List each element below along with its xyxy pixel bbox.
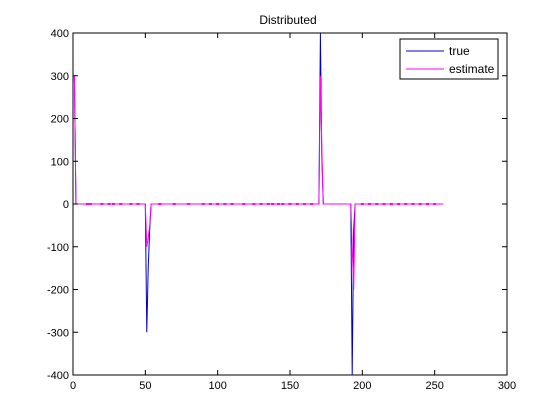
legend-box xyxy=(399,38,499,80)
x-tick-label: 300 xyxy=(498,380,516,392)
x-tick-label: 250 xyxy=(425,380,443,392)
axes: 0 50 100 150 200 250 300 -400 -300 -200 -100 0 100 20… xyxy=(47,28,516,392)
x-tick-label: 50 xyxy=(139,380,151,392)
y-tick-label: 300 xyxy=(51,71,69,83)
y-tick-label: 400 xyxy=(51,28,69,40)
y-tick-label: 200 xyxy=(51,114,69,126)
legend-label-true: true xyxy=(449,44,470,58)
x-tick-label: 200 xyxy=(353,380,371,392)
y-tick-label: -300 xyxy=(47,327,69,339)
y-tick-label: -100 xyxy=(47,242,69,254)
legend-label-estimate: estimate xyxy=(449,62,495,76)
y-tick-label: 0 xyxy=(63,199,69,211)
chart-title: Distributed xyxy=(259,13,316,27)
y-tick-label: 100 xyxy=(51,156,69,168)
x-tick-label: 0 xyxy=(70,380,76,392)
plot-area xyxy=(73,32,444,376)
legend: true estimate xyxy=(399,38,499,80)
y-tick-label: -200 xyxy=(47,285,69,297)
x-tick-label: 100 xyxy=(208,380,226,392)
x-tick-label: 150 xyxy=(281,380,299,392)
y-tick-label: -400 xyxy=(47,370,69,382)
series-line-estimate xyxy=(73,75,444,290)
